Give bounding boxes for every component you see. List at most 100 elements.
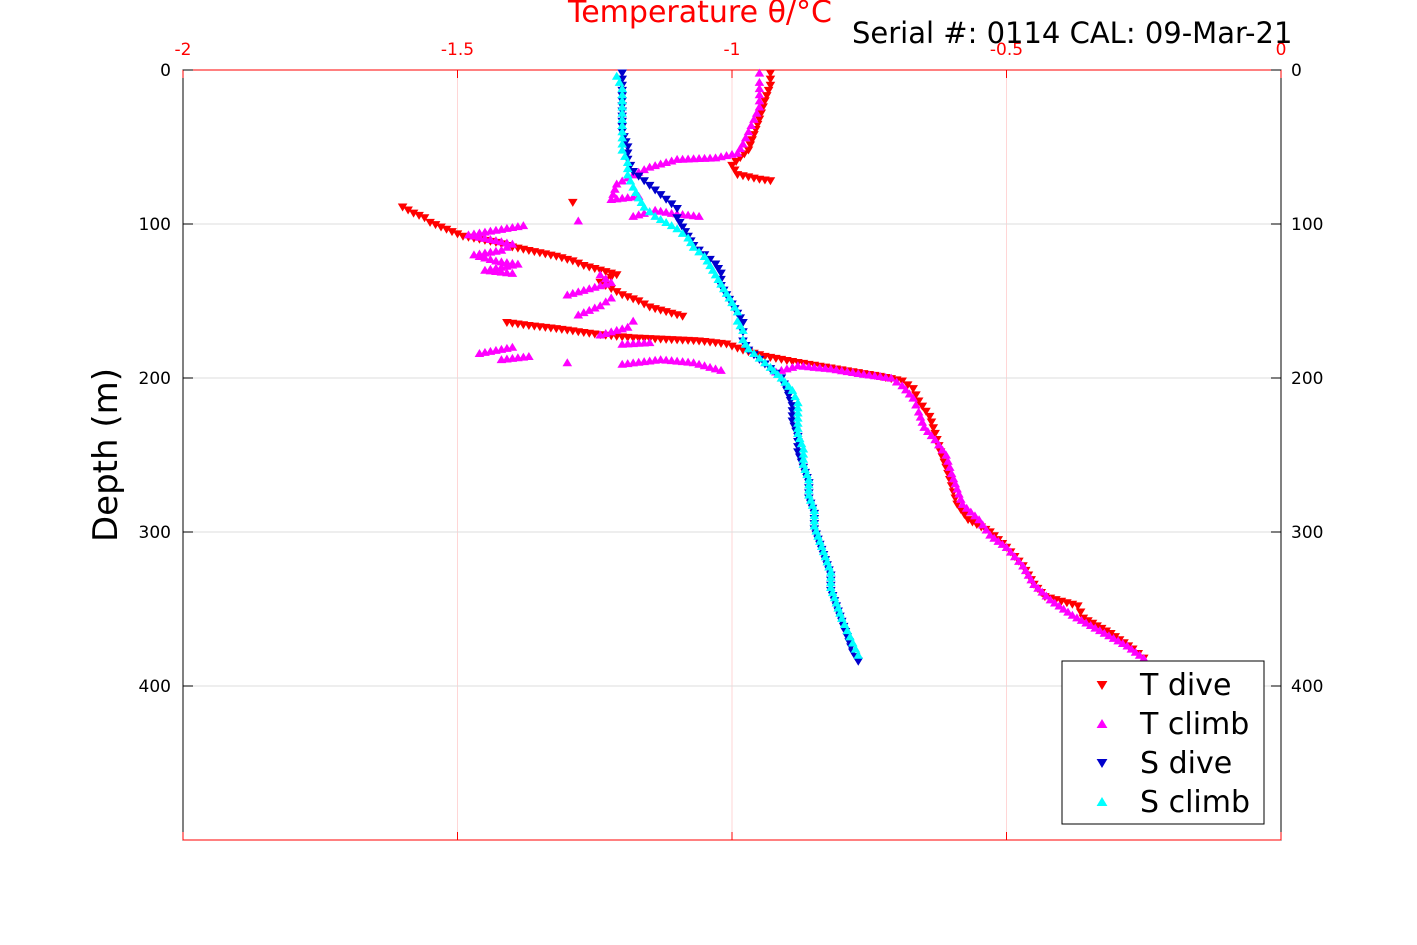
s-climb-point xyxy=(732,307,743,316)
s-climb-point xyxy=(721,288,732,297)
t-dive-point xyxy=(963,516,973,525)
legend-label-t-climb: T climb xyxy=(1139,707,1249,742)
s-climb-point xyxy=(827,588,838,597)
t-climb-point xyxy=(944,462,955,471)
s-climb-point xyxy=(793,423,803,432)
t-climb-point xyxy=(562,358,573,367)
s-climb-point xyxy=(780,377,790,386)
s-climb-point xyxy=(617,96,627,105)
s-climb-point xyxy=(787,385,798,394)
t-climb-point xyxy=(749,114,759,123)
s-climb-point xyxy=(809,506,820,515)
t-dive-point xyxy=(1087,619,1098,628)
t-dive-point xyxy=(1092,622,1102,631)
s-climb-point xyxy=(677,228,688,237)
t-dive-point xyxy=(573,259,584,268)
t-dive-point xyxy=(959,510,970,519)
t-climb-point xyxy=(948,474,959,483)
s-climb-point xyxy=(793,408,803,417)
s-dive-point xyxy=(650,186,660,195)
t-climb-point xyxy=(1029,579,1039,588)
t-dive-point xyxy=(677,312,688,321)
t-climb-point xyxy=(600,297,611,306)
t-dive-point xyxy=(611,271,622,280)
s-climb-point xyxy=(760,358,770,367)
t-climb-point xyxy=(930,435,940,444)
s-climb-point xyxy=(617,121,627,130)
s-climb-point xyxy=(713,275,724,284)
s-climb-point xyxy=(800,464,810,473)
t-climb-point xyxy=(1026,575,1037,584)
s-climb-point xyxy=(798,449,809,458)
s-climb-point xyxy=(850,644,861,653)
t-climb-point xyxy=(1050,598,1060,607)
y-tick-label-left: 300 xyxy=(139,523,171,543)
s-climb-point xyxy=(661,218,671,227)
t-climb-point xyxy=(1108,633,1119,642)
s-climb-point xyxy=(822,557,832,566)
t-dive-point xyxy=(447,228,457,237)
t-climb-point xyxy=(617,359,627,368)
s-climb-point xyxy=(815,536,825,545)
t-climb-point xyxy=(1018,561,1028,570)
t-climb-point xyxy=(1014,556,1024,565)
t-dive-point xyxy=(441,225,452,234)
t-climb-point xyxy=(943,456,953,465)
y-tick-label-left: 100 xyxy=(139,215,171,235)
y-axis-label: Depth (m) xyxy=(86,368,126,542)
t-climb-point xyxy=(1054,601,1065,610)
t-dive-point xyxy=(425,218,435,227)
t-climb-point xyxy=(1122,641,1133,650)
s-climb-point xyxy=(650,211,660,220)
t-climb-point xyxy=(628,316,638,325)
t-climb-point xyxy=(606,194,617,203)
t-dive-point xyxy=(763,86,774,95)
t-dive-point xyxy=(747,136,757,145)
t-climb-point xyxy=(1085,621,1096,630)
s-dive-point xyxy=(675,218,685,227)
s-climb-point xyxy=(620,151,630,160)
s-climb-point xyxy=(829,593,840,602)
t-dive-point xyxy=(419,214,430,223)
s-climb-point xyxy=(694,247,704,256)
s-climb-point xyxy=(804,485,814,494)
t-dive-point xyxy=(928,424,939,433)
t-dive-point xyxy=(756,109,767,118)
t-dive-point xyxy=(452,230,463,239)
s-climb-point xyxy=(729,302,740,311)
t-climb-point xyxy=(926,431,937,440)
s-climb-point xyxy=(826,572,836,581)
t-climb-point xyxy=(1023,570,1034,579)
t-climb-point xyxy=(1113,636,1123,645)
t-dive-point xyxy=(908,385,918,394)
s-dive-point xyxy=(655,191,666,200)
t-dive-point xyxy=(1096,624,1107,633)
t-climb-point xyxy=(751,108,762,117)
s-dive-point xyxy=(661,195,671,204)
s-dive-point xyxy=(672,214,682,223)
s-climb-point xyxy=(617,108,627,117)
y-tick-label-right: 0 xyxy=(1291,61,1302,81)
t-climb-point xyxy=(908,393,918,402)
t-climb-point xyxy=(933,440,944,449)
s-dive-point xyxy=(853,657,864,666)
legend-label-s-climb: S climb xyxy=(1140,785,1250,820)
t-dive-point xyxy=(430,221,441,230)
t-climb-point xyxy=(1081,618,1091,627)
t-climb-point xyxy=(754,102,765,111)
legend-marker-s-dive xyxy=(1096,758,1108,768)
s-climb-point xyxy=(724,293,735,302)
t-climb-point xyxy=(923,426,933,435)
t-climb-point xyxy=(573,310,584,319)
s-climb-point xyxy=(732,316,743,325)
s-climb-point xyxy=(809,521,820,530)
s-climb-point xyxy=(783,381,794,390)
s-climb-point xyxy=(809,516,820,525)
t-climb-point xyxy=(507,342,518,351)
t-climb-point xyxy=(1104,631,1114,640)
s-climb-point xyxy=(639,202,649,211)
t-dive-point xyxy=(727,342,737,351)
s-dive-point xyxy=(716,269,726,278)
s-climb-point xyxy=(631,188,641,197)
s-climb-point xyxy=(702,256,713,265)
